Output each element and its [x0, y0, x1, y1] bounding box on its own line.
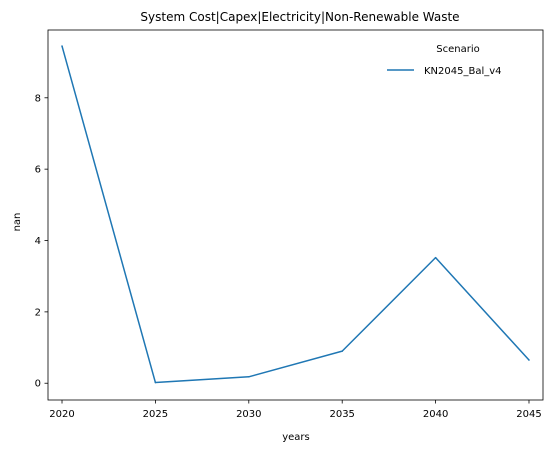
legend: Scenario KN2045_Bal_v4	[387, 44, 502, 77]
x-tick-label: 2035	[329, 409, 354, 420]
chart-title: System Cost|Capex|Electricity|Non-Renewa…	[140, 10, 459, 24]
x-tick-label: 2045	[516, 409, 541, 420]
y-tick-label: 8	[35, 93, 41, 104]
legend-entry-label: KN2045_Bal_v4	[424, 66, 502, 77]
y-tick-label: 6	[35, 165, 41, 176]
y-axis: 0 2 4 6 8	[35, 93, 48, 390]
data-point	[434, 256, 437, 259]
x-tick-label: 2020	[49, 409, 74, 420]
x-tick-label: 2025	[143, 409, 168, 420]
data-point	[61, 45, 63, 47]
data-point	[154, 381, 157, 384]
x-axis-label: years	[282, 432, 310, 443]
y-axis-label: nan	[12, 213, 23, 232]
y-tick-label: 0	[35, 379, 41, 390]
series-layer	[61, 45, 530, 384]
legend-title: Scenario	[436, 44, 479, 55]
y-tick-label: 2	[35, 307, 41, 318]
x-tick-label: 2030	[236, 409, 261, 420]
x-axis: 2020 2025 2030 2035 2040 2045	[49, 400, 542, 420]
data-point	[528, 359, 530, 361]
plot-area	[47, 29, 544, 401]
series-line	[61, 45, 530, 384]
x-tick-label: 2040	[423, 409, 448, 420]
y-tick-label: 4	[35, 236, 41, 247]
data-point	[341, 350, 343, 352]
data-point	[248, 376, 250, 378]
